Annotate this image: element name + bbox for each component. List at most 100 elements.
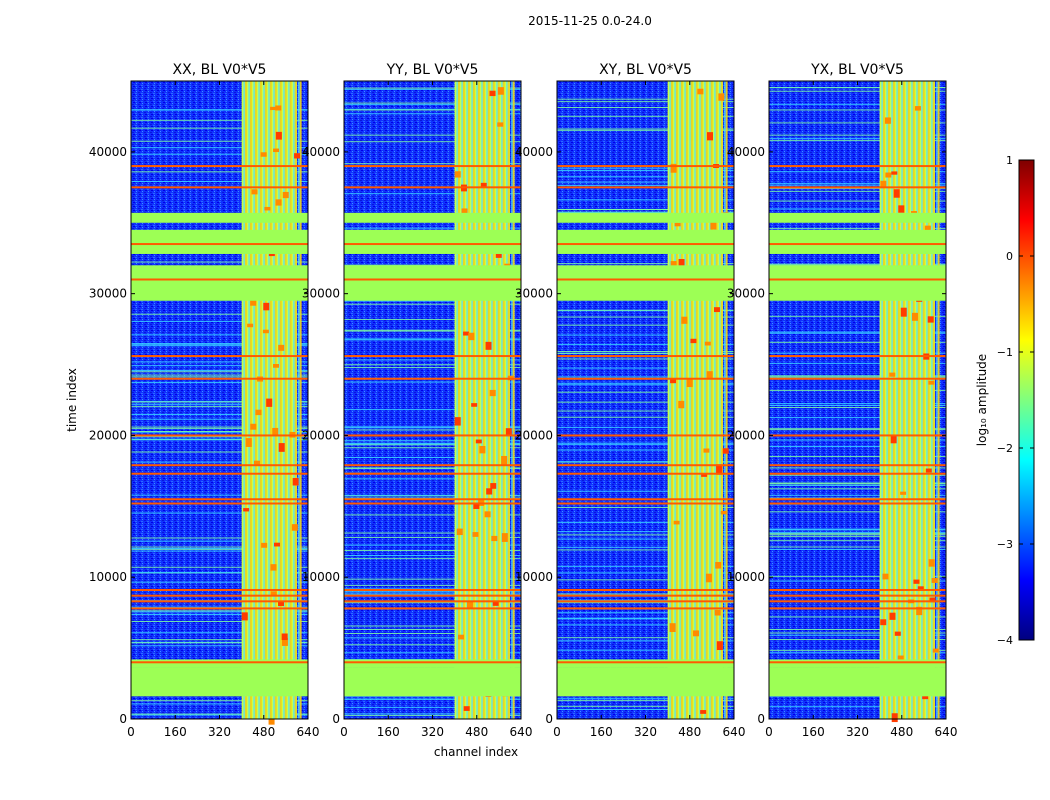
rfi-line (131, 607, 308, 610)
hot-spot (707, 132, 714, 141)
time-streak (131, 401, 308, 403)
rfi-line (769, 377, 946, 380)
time-streak (557, 367, 734, 369)
time-streak (131, 494, 308, 496)
rfi-line (344, 498, 521, 501)
flagged-time-band (344, 667, 521, 697)
channel-stripe (471, 81, 475, 719)
time-streak (557, 443, 734, 445)
channel-stripe (700, 81, 703, 719)
time-streak (131, 621, 308, 623)
time-streak (769, 263, 946, 265)
rfi-line (344, 186, 521, 189)
rfi-line (769, 243, 946, 246)
time-streak (344, 303, 521, 305)
time-streak (769, 331, 946, 333)
rfi-line (344, 278, 521, 281)
hot-spot (704, 341, 711, 346)
rfi-line (344, 594, 521, 597)
hot-spot (466, 600, 473, 609)
time-streak (344, 440, 521, 442)
channel-stripe (906, 81, 910, 719)
time-streak (769, 406, 946, 408)
flagged-time-band (769, 667, 946, 697)
channel-stripe (486, 81, 490, 719)
time-streak (131, 376, 308, 378)
time-streak (557, 211, 734, 213)
hot-spot (480, 182, 487, 188)
rfi-line (557, 355, 734, 358)
rfi-line (131, 498, 308, 501)
time-streak (131, 406, 308, 408)
channel-stripe (264, 81, 267, 719)
time-streak (769, 535, 946, 537)
time-streak (131, 427, 308, 429)
time-streak (769, 403, 946, 405)
channel-stripe (907, 81, 910, 719)
colorbar-tick-label: 0 (1006, 250, 1013, 263)
time-streak (344, 637, 521, 639)
time-streak (131, 461, 308, 463)
channel-stripe (689, 81, 693, 719)
hot-spot (281, 633, 288, 641)
rfi-line (557, 434, 734, 437)
hot-spot (882, 573, 889, 580)
channel-stripe (675, 81, 678, 719)
y-tick-label: 30000 (302, 287, 340, 301)
time-streak (557, 426, 734, 428)
channel-stripe (699, 81, 703, 719)
channel-stripe (496, 81, 500, 719)
time-streak (131, 382, 308, 384)
channel-stripe (684, 81, 688, 719)
rfi-line (769, 165, 946, 168)
x-axis-label: channel index (434, 745, 518, 759)
time-streak (557, 382, 734, 384)
time-streak (344, 578, 521, 580)
hot-spot (931, 578, 938, 583)
channel-stripe (482, 81, 485, 719)
flagged-time-band (769, 229, 946, 254)
channel-stripe (922, 81, 925, 719)
time-streak (557, 309, 734, 311)
time-streak (131, 127, 308, 129)
time-streak (769, 532, 946, 534)
rfi-line (769, 186, 946, 189)
time-streak (344, 495, 521, 497)
time-streak (769, 534, 946, 536)
time-streak (769, 208, 946, 210)
y-tick-label: 0 (332, 712, 340, 726)
time-streak (344, 103, 521, 105)
time-streak (769, 428, 946, 430)
time-streak (344, 456, 521, 458)
rfi-line (557, 278, 734, 281)
channel-stripe (284, 81, 287, 719)
figure-suptitle: 2015-11-25 0.0-24.0 (528, 14, 652, 28)
channel-stripe (298, 81, 302, 719)
time-streak (131, 181, 308, 183)
time-streak (344, 364, 521, 366)
hot-spot (914, 106, 921, 111)
rfi-line (557, 472, 734, 475)
hot-spot (251, 189, 258, 195)
hot-spot (722, 448, 729, 454)
time-streak (769, 375, 946, 377)
rfi-line (344, 472, 521, 475)
time-streak (344, 544, 521, 546)
time-streak (131, 334, 308, 336)
hot-spot (497, 122, 504, 127)
x-tick-label: 640 (297, 725, 320, 739)
time-streak (131, 540, 308, 542)
time-streak (557, 334, 734, 336)
rfi-line (769, 355, 946, 358)
channel-stripe (248, 81, 252, 719)
time-streak (344, 628, 521, 630)
time-streak (769, 227, 946, 229)
channel-stripe (472, 81, 475, 719)
time-streak (131, 438, 308, 440)
rfi-line (769, 661, 946, 664)
hot-spot (928, 559, 935, 567)
time-streak (769, 494, 946, 496)
time-streak (769, 109, 946, 111)
hot-spot (241, 612, 248, 621)
time-streak (344, 193, 521, 195)
